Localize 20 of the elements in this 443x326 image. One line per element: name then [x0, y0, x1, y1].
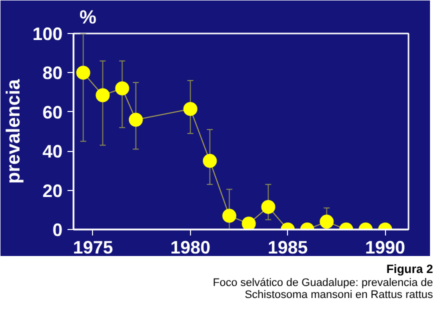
x-tick-label: 1985 — [268, 238, 308, 258]
x-tick-label: 1975 — [72, 238, 113, 258]
y-tick-label: 20 — [42, 180, 63, 201]
point — [96, 88, 110, 102]
y-axis-title: prevalencia — [3, 78, 24, 184]
text: Foco selvático de Guadalupe: prevalencia de Schistosoma mansoni en Rattus rattus — [212, 276, 433, 302]
point — [76, 66, 90, 80]
y-tick-label: 80 — [42, 63, 63, 84]
x-tick-label: 1990 — [365, 238, 406, 258]
chart-title: % — [80, 8, 96, 28]
y-tick-label: 60 — [42, 102, 63, 122]
point — [183, 102, 198, 116]
point — [128, 112, 143, 127]
text: Figura 2 — [385, 262, 433, 277]
y-tick-label: 40 — [42, 142, 63, 162]
point — [202, 154, 217, 168]
x-tick-label: 1980 — [170, 238, 210, 258]
y-tick-label: 100 — [32, 24, 63, 44]
y-tick-label: 0 — [52, 220, 63, 240]
point — [115, 81, 130, 96]
